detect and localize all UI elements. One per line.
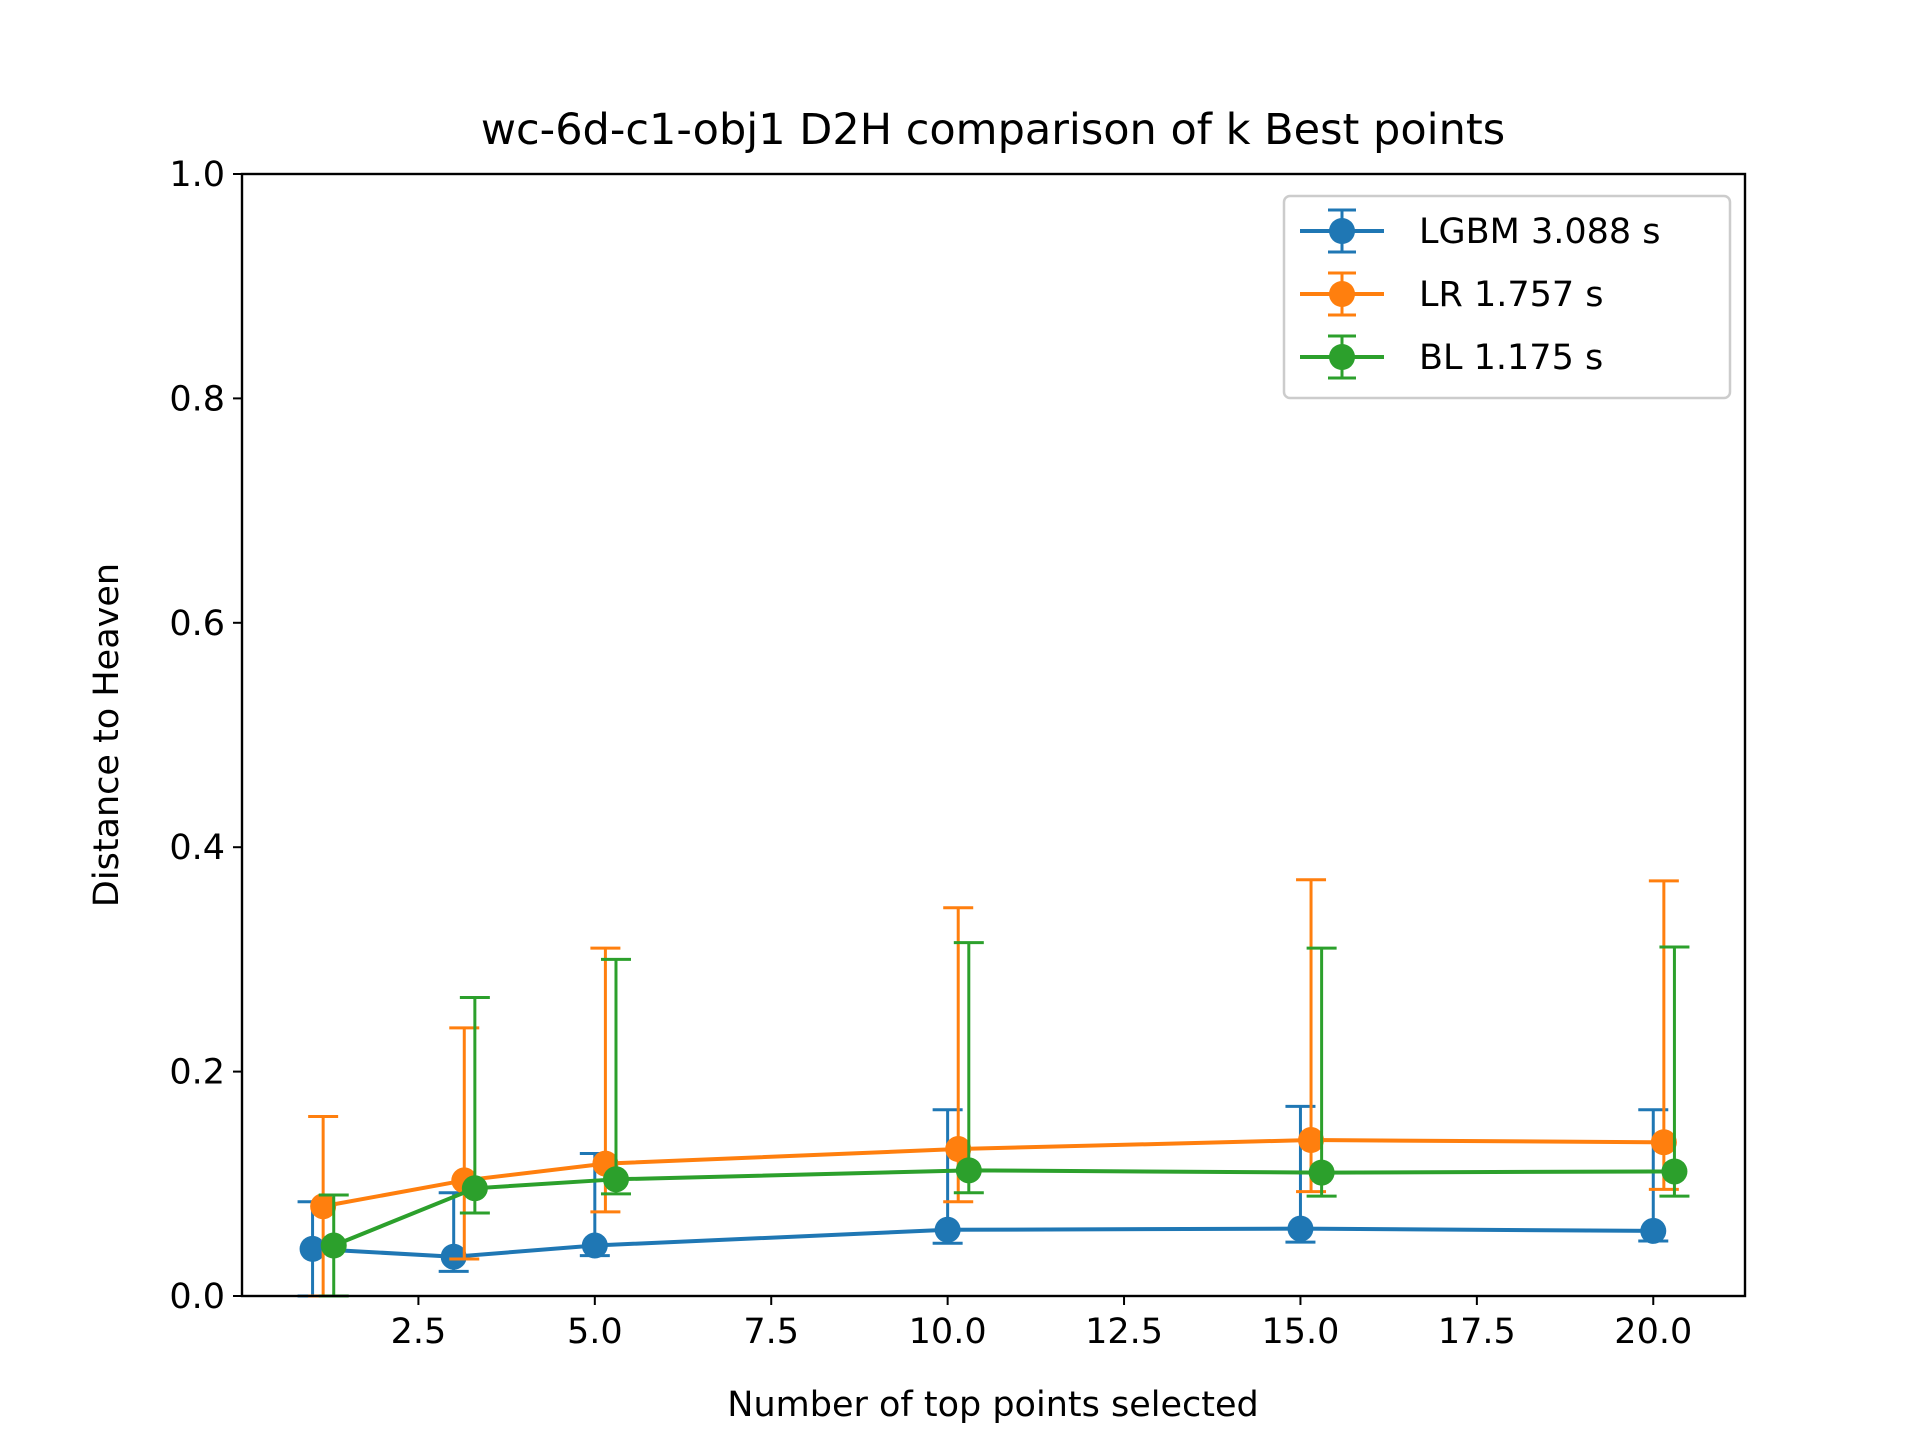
x-tick-label: 12.5 [1085, 1312, 1163, 1352]
y-tick-label: 0.6 [169, 604, 225, 644]
y-axis-label: Distance to Heaven [87, 563, 127, 907]
legend-label: BL 1.175 s [1419, 338, 1603, 378]
data-point [581, 1232, 608, 1259]
legend-entry: LR 1.757 s [1300, 271, 1604, 317]
data-point [440, 1243, 467, 1270]
axes: 2.5 5.0 7.5 10.0 12.5 15.0 17.5 20.0 0.0 0.2 0.4 0.… [169, 155, 1692, 1352]
series-group [318, 941, 1690, 1298]
y-tick-label: 0.8 [169, 379, 225, 419]
data-point [1661, 1158, 1688, 1185]
legend-entry: BL 1.175 s [1300, 334, 1603, 380]
x-tick-label: 20.0 [1614, 1312, 1692, 1352]
legend-label: LR 1.757 s [1419, 275, 1604, 315]
chart-title: wc-6d-c1-obj1 D2H comparison of k Best p… [481, 105, 1505, 155]
y-tick-label: 0.2 [169, 1053, 225, 1093]
series-line [312, 1226, 1654, 1259]
data-point [602, 1166, 629, 1193]
data-point [1298, 1127, 1325, 1154]
data-point [299, 1235, 326, 1262]
legend-label: LGBM 3.088 s [1419, 212, 1661, 252]
x-tick-label: 17.5 [1438, 1312, 1516, 1352]
legend-swatch-marker [1329, 281, 1355, 307]
data-point [1287, 1215, 1314, 1242]
data-point [461, 1175, 488, 1202]
data-point [1308, 1159, 1335, 1186]
data-point [310, 1193, 337, 1220]
x-tick-label: 7.5 [743, 1312, 799, 1352]
data-point [1650, 1129, 1677, 1156]
data-point [320, 1232, 347, 1259]
legend-box [1282, 194, 1732, 400]
plot-area [297, 878, 1690, 1298]
x-tick-label: 2.5 [391, 1312, 447, 1352]
data-point [945, 1136, 972, 1163]
x-tick-label: 10.0 [909, 1312, 987, 1352]
series-line [322, 1138, 1664, 1209]
legend: LGBM 3.088 s LR 1.757 s BL 1.175 s [1282, 194, 1732, 400]
y-tick-label: 1.0 [169, 155, 225, 195]
x-tick-label: 5.0 [567, 1312, 623, 1352]
legend-swatch-marker [1329, 344, 1355, 370]
data-point [934, 1216, 961, 1243]
x-tick-label: 15.0 [1261, 1312, 1339, 1352]
x-axis-label: Number of top points selected [727, 1385, 1258, 1425]
data-point [1640, 1217, 1667, 1244]
plot-frame [240, 172, 1747, 1298]
series-line [332, 1168, 1675, 1248]
data-point [955, 1157, 982, 1184]
y-tick-label: 0.4 [169, 828, 225, 868]
legend-entry: LGBM 3.088 s [1300, 208, 1661, 254]
y-tick-label: 0.0 [169, 1277, 225, 1317]
series-group [297, 1104, 1669, 1298]
legend-swatch-marker [1329, 218, 1355, 244]
